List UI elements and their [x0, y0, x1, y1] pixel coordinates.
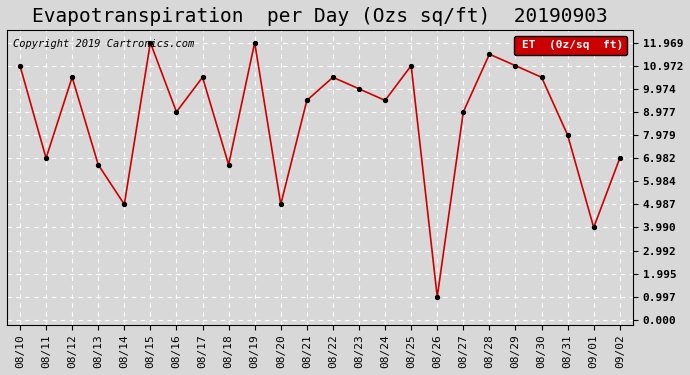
Point [406, 63, 417, 69]
Point [119, 201, 130, 207]
Point [328, 74, 339, 80]
Point [614, 155, 625, 161]
Title: Evapotranspiration  per Day (Ozs sq/ft)  20190903: Evapotranspiration per Day (Ozs sq/ft) 2… [32, 7, 608, 26]
Legend: ET  (0z/sq  ft): ET (0z/sq ft) [514, 36, 627, 55]
Point [484, 51, 495, 57]
Point [562, 132, 573, 138]
Point [249, 40, 260, 46]
Point [223, 162, 234, 168]
Point [145, 40, 156, 46]
Point [457, 109, 469, 115]
Point [92, 162, 104, 168]
Point [510, 63, 521, 69]
Point [380, 98, 391, 104]
Point [14, 63, 26, 69]
Point [197, 74, 208, 80]
Text: Copyright 2019 Cartronics.com: Copyright 2019 Cartronics.com [13, 39, 195, 49]
Point [171, 109, 182, 115]
Point [41, 155, 52, 161]
Point [302, 98, 313, 104]
Point [588, 225, 599, 231]
Point [432, 294, 443, 300]
Point [353, 86, 364, 92]
Point [67, 74, 78, 80]
Point [536, 74, 547, 80]
Point [275, 201, 286, 207]
